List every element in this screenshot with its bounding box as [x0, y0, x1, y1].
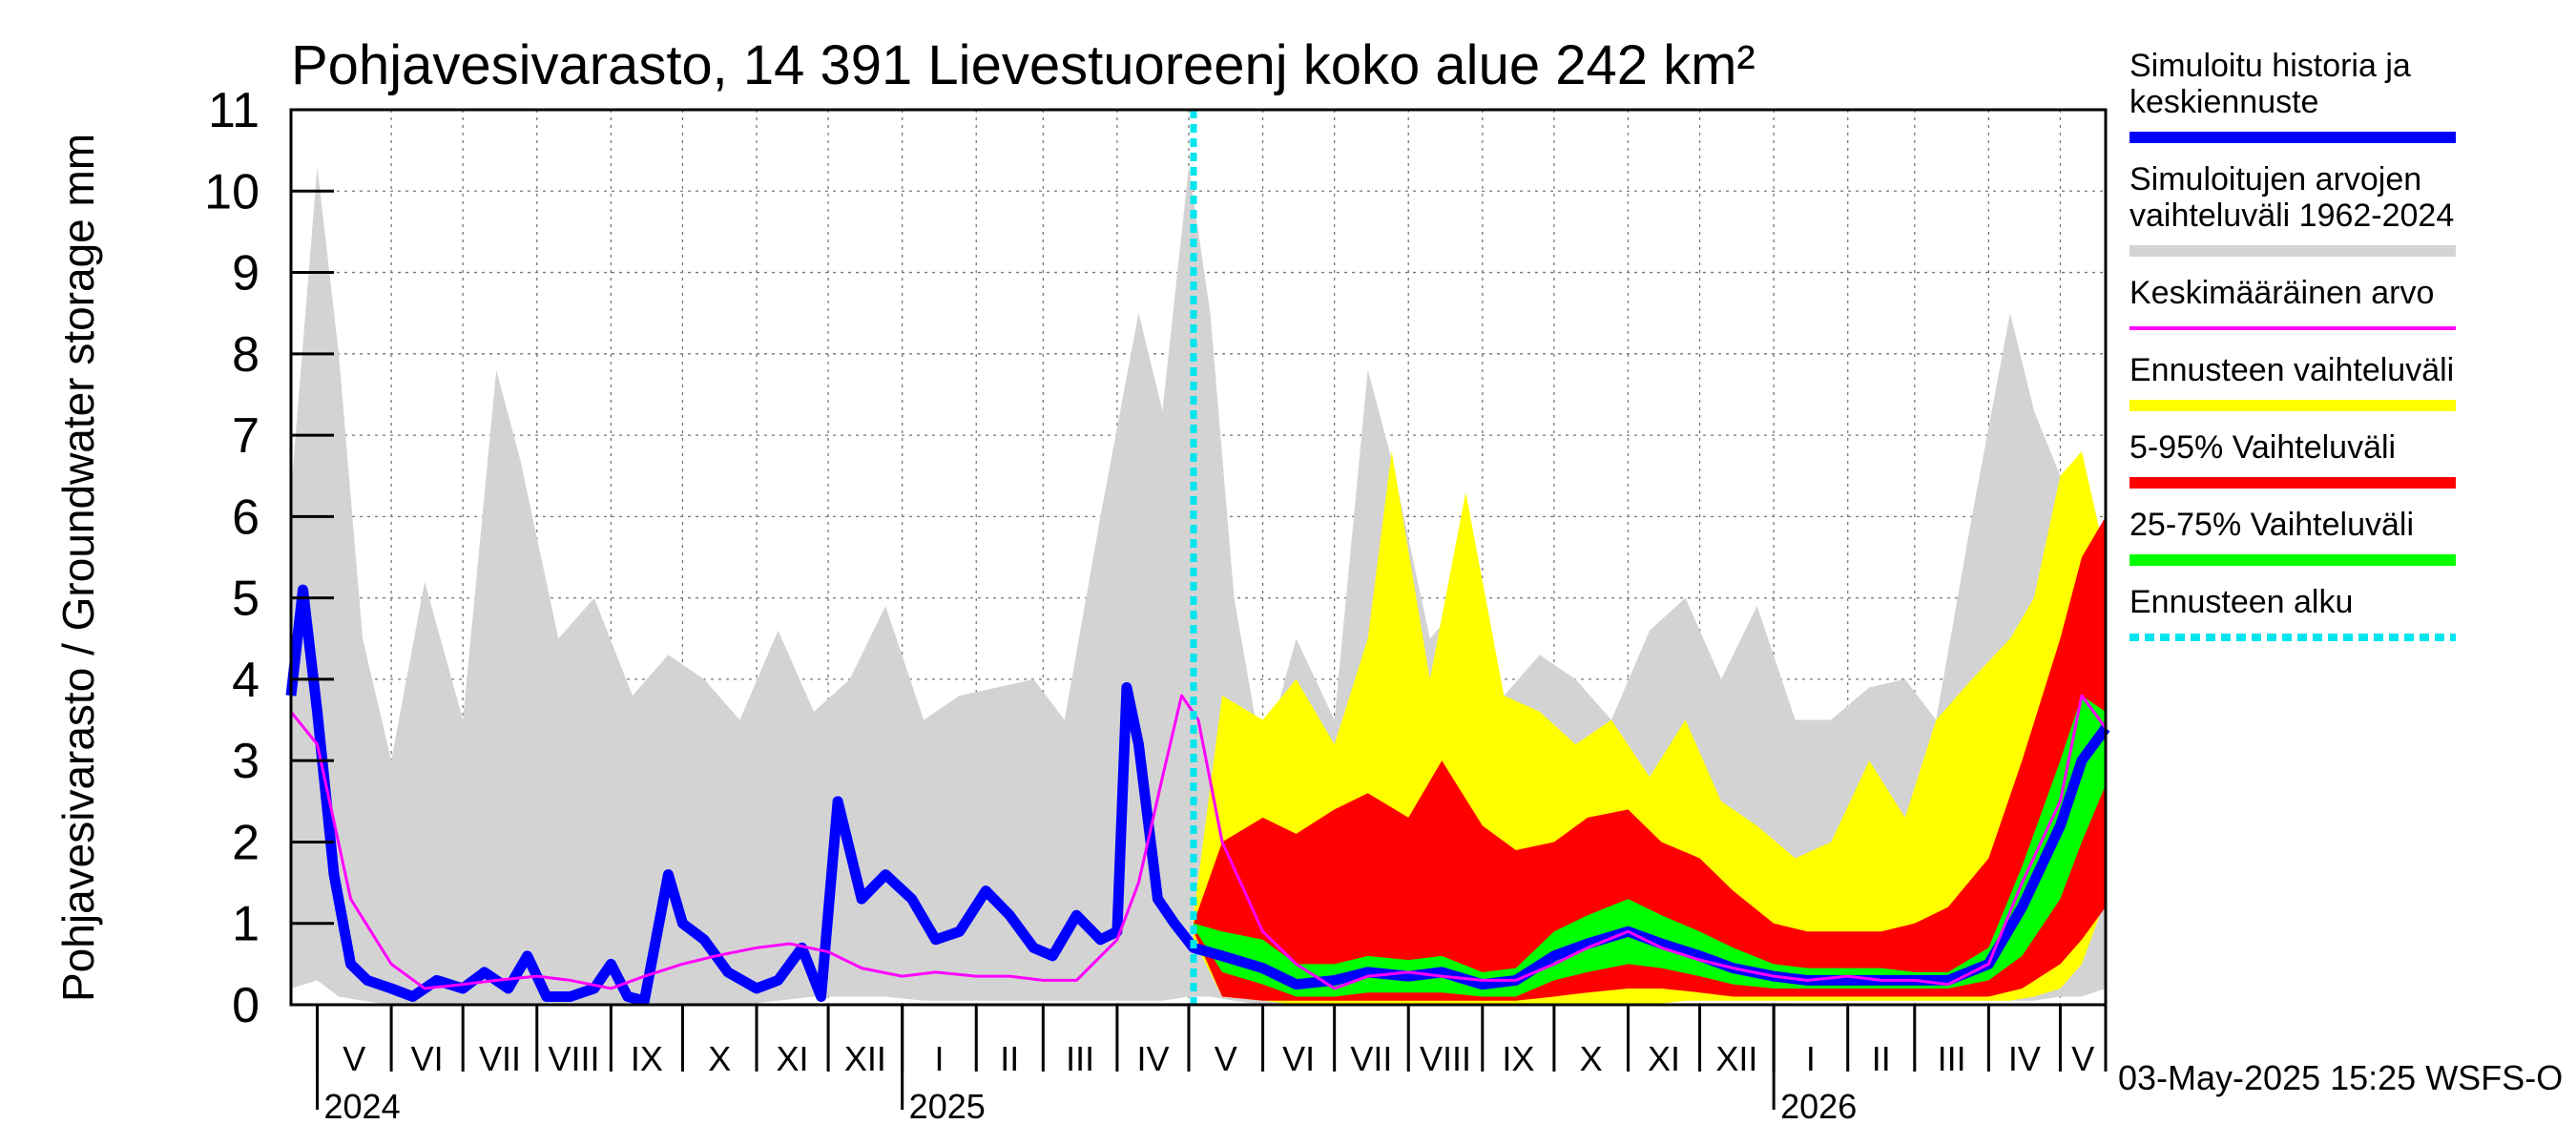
legend-label: Ennusteen vaihteluväli [2129, 352, 2454, 388]
month-label: VIII [549, 1039, 600, 1078]
month-label: X [708, 1039, 731, 1078]
month-label: V [343, 1039, 365, 1078]
legend-label: Simuloitujen arvojen vaihteluväli 1962-20… [2129, 161, 2454, 234]
month-label: IX [631, 1039, 663, 1078]
legend-label: Ennusteen alku [2129, 584, 2353, 620]
y-tick-label: 10 [204, 164, 260, 219]
month-label: XII [1715, 1039, 1757, 1078]
month-label: III [1938, 1039, 1966, 1078]
y-tick-label: 0 [232, 978, 260, 1033]
legend-label: Keskimääräinen arvo [2129, 275, 2434, 311]
month-label: IV [1136, 1039, 1169, 1078]
year-label: 2024 [324, 1087, 401, 1126]
month-label: V [2071, 1039, 2094, 1078]
month-label: IX [1502, 1039, 1534, 1078]
y-axis-label: Pohjavesivarasto / Groundwater storage m… [53, 134, 103, 1002]
y-tick-label: 1 [232, 897, 260, 952]
y-tick-label: 7 [232, 408, 260, 464]
legend-label: 5-95% Vaihteluväli [2129, 429, 2396, 466]
y-tick-label: 3 [232, 734, 260, 789]
month-label: IV [2008, 1039, 2041, 1078]
month-label: I [1806, 1039, 1816, 1078]
y-tick-label: 6 [232, 489, 260, 545]
y-tick-label: 2 [232, 815, 260, 870]
year-label: 2026 [1780, 1087, 1857, 1126]
band-ff0000 [1193, 516, 2106, 1001]
month-label: XI [777, 1039, 809, 1078]
chart-title: Pohjavesivarasto, 14 391 Lievestuoreenj … [291, 34, 1755, 96]
year-label: 2025 [909, 1087, 986, 1126]
legend: Simuloitu historia ja keskiennuste Simuloi… [2129, 48, 2456, 641]
y-tick-label: 9 [232, 246, 260, 302]
y-tick-label: 8 [232, 327, 260, 383]
y-tick-label: 5 [232, 572, 260, 627]
y-tick-label: 11 [208, 83, 260, 138]
footer-timestamp: 03-May-2025 15:25 WSFS-O [2118, 1058, 2563, 1097]
month-label: XI [1648, 1039, 1680, 1078]
month-label: I [934, 1039, 944, 1078]
month-label: VI [411, 1039, 444, 1078]
month-label: XII [844, 1039, 886, 1078]
legend-label: 25-75% Vaihteluväli [2129, 507, 2414, 543]
range-bands [291, 166, 2106, 1005]
month-label: X [1580, 1039, 1603, 1078]
line-ff00ff [289, 694, 2108, 990]
month-label: II [1872, 1039, 1891, 1078]
y-tick-label: 4 [232, 653, 260, 708]
month-label: VIII [1420, 1039, 1471, 1078]
x-axis-ticks: V VI VII VIII IX X XI XII I II III IV V VI VII VIII IX X X… [316, 1005, 2108, 1126]
series-lines [285, 110, 2110, 1007]
month-label: VI [1282, 1039, 1315, 1078]
legend-label: Simuloitu historia ja keskiennuste [2129, 48, 2411, 120]
line-0000ff [285, 584, 2110, 1007]
y-axis-ticks: 0 1 2 3 4 5 6 7 8 9 10 11 [204, 83, 334, 1033]
month-label: VII [1350, 1039, 1392, 1078]
month-label: III [1066, 1039, 1094, 1078]
month-label: V [1215, 1039, 1237, 1078]
plot-frame [289, 108, 2108, 1007]
month-label: II [1000, 1039, 1019, 1078]
month-label: VII [479, 1039, 521, 1078]
